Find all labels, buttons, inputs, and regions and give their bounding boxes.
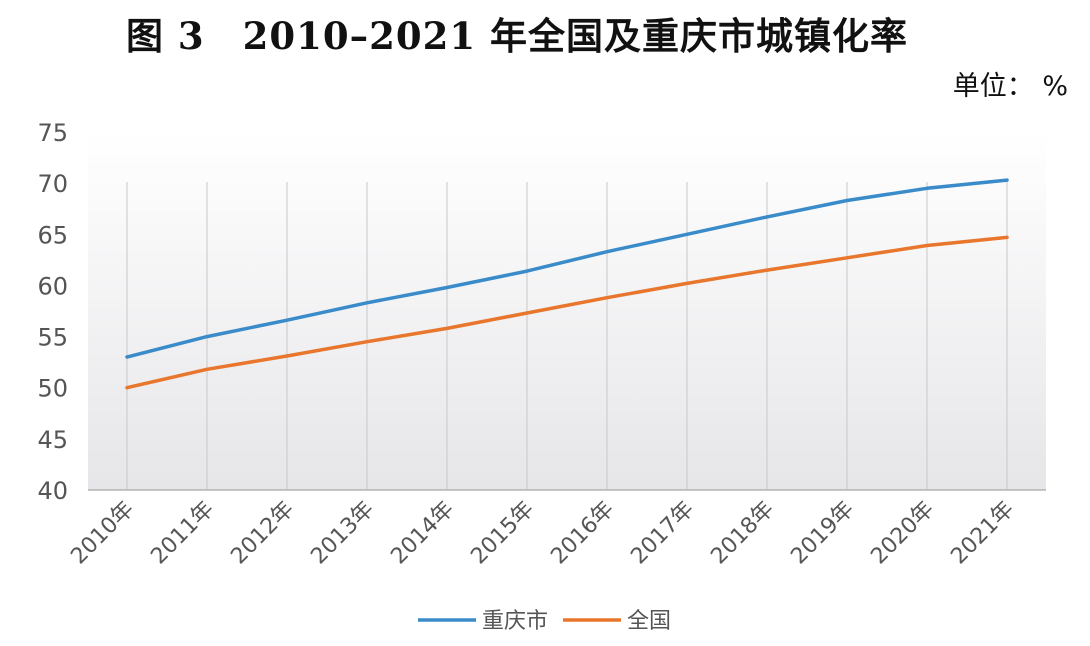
data-point [525,311,529,315]
x-tick-label: 2019年 [786,497,859,570]
data-point [285,354,289,358]
plot-area [88,132,1046,490]
x-tick-label: 2017年 [626,497,699,570]
data-point [1005,235,1009,239]
data-point [125,355,129,359]
chart-title: 图 3 2010–2021 年全国及重庆市城镇化率 [126,14,908,58]
y-tick-label: 75 [37,119,68,147]
x-tick-label: 2021年 [946,497,1019,570]
x-tick-label: 2010年 [66,497,139,570]
x-tick-label: 2012年 [226,497,299,570]
x-tick-label: 2015年 [466,497,539,570]
data-point [925,186,929,190]
y-tick-label: 70 [37,170,68,198]
data-point [925,244,929,247]
x-tick-label: 2013年 [306,497,379,570]
data-point [365,340,369,344]
data-point [445,326,449,330]
unit-label: 单位： % [952,71,1068,102]
y-tick-label: 40 [37,477,68,505]
x-tick-label: 2011年 [146,497,219,570]
data-point [525,269,529,273]
series-line-2 [125,235,1009,390]
data-point [205,335,209,339]
y-tick-label: 55 [37,324,68,352]
data-point [765,215,769,219]
data-point [285,318,289,322]
data-point [1005,178,1009,182]
y-tick-label: 50 [37,375,68,403]
y-tick-label: 65 [37,221,68,249]
x-tick-label: 2016年 [546,497,619,570]
x-tick-label: 2014年 [386,497,459,570]
series-line-1 [125,178,1009,359]
data-point [365,301,369,305]
legend-label: 全国 [627,609,671,634]
data-point [845,256,849,260]
y-tick-label: 60 [37,272,68,300]
data-point [845,199,849,202]
data-point [205,367,209,371]
y-tick-label: 45 [37,426,68,454]
data-point [605,250,609,254]
x-tick-label: 2018年 [706,497,779,570]
data-point [125,386,129,390]
legend-label: 重庆市 [482,609,548,634]
data-point [605,296,609,300]
x-tick-label: 2020年 [866,497,939,570]
data-point [685,281,689,285]
data-point [765,268,769,272]
data-point [445,286,449,289]
data-point [685,232,689,236]
